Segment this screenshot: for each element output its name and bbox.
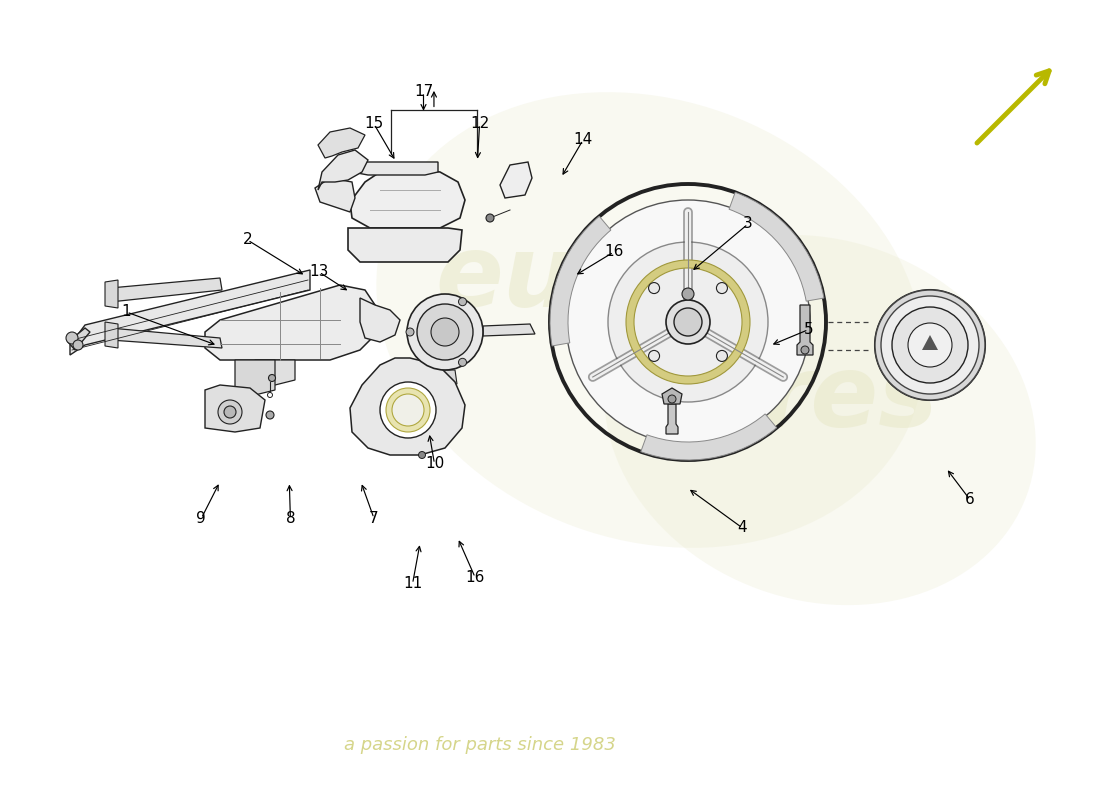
Circle shape	[668, 395, 676, 403]
Text: 9: 9	[197, 511, 206, 526]
Text: 1: 1	[122, 305, 131, 319]
Polygon shape	[662, 388, 682, 404]
Circle shape	[874, 290, 984, 400]
Text: 8: 8	[286, 511, 295, 526]
Wedge shape	[626, 260, 750, 384]
Polygon shape	[360, 298, 400, 342]
Polygon shape	[798, 305, 813, 355]
Polygon shape	[433, 370, 456, 384]
Circle shape	[666, 300, 710, 344]
Polygon shape	[350, 358, 465, 455]
Polygon shape	[205, 385, 265, 432]
Circle shape	[674, 308, 702, 336]
Circle shape	[268, 374, 275, 382]
Text: 17: 17	[414, 85, 433, 99]
Circle shape	[682, 288, 694, 300]
Circle shape	[459, 358, 466, 366]
Polygon shape	[110, 278, 222, 302]
Circle shape	[66, 332, 78, 344]
Circle shape	[266, 411, 274, 419]
Circle shape	[218, 400, 242, 424]
Circle shape	[267, 393, 273, 398]
Polygon shape	[318, 128, 365, 158]
Text: 12: 12	[470, 117, 490, 131]
Polygon shape	[500, 162, 532, 198]
Circle shape	[716, 350, 727, 362]
Text: 11: 11	[403, 577, 422, 591]
Circle shape	[459, 298, 466, 306]
Text: 4: 4	[738, 521, 747, 535]
Circle shape	[892, 307, 968, 383]
Polygon shape	[483, 324, 535, 336]
Text: a passion for parts since 1983: a passion for parts since 1983	[344, 736, 616, 754]
Polygon shape	[68, 328, 90, 350]
Wedge shape	[641, 414, 777, 460]
Wedge shape	[729, 192, 824, 301]
Wedge shape	[386, 388, 430, 432]
Circle shape	[224, 406, 236, 418]
Circle shape	[418, 451, 426, 458]
Circle shape	[73, 340, 82, 350]
Text: 14: 14	[573, 133, 593, 147]
Circle shape	[390, 392, 426, 428]
Polygon shape	[235, 360, 275, 395]
Polygon shape	[255, 360, 295, 385]
Polygon shape	[110, 328, 222, 348]
Polygon shape	[922, 335, 938, 350]
Circle shape	[566, 200, 810, 444]
Text: 16: 16	[465, 570, 485, 585]
Text: res: res	[761, 351, 938, 449]
Polygon shape	[205, 285, 375, 360]
Text: 6: 6	[966, 493, 975, 507]
Polygon shape	[104, 322, 118, 348]
Polygon shape	[315, 178, 355, 212]
Circle shape	[649, 282, 660, 294]
Circle shape	[649, 350, 660, 362]
Text: 3: 3	[744, 217, 752, 231]
Circle shape	[486, 214, 494, 222]
Polygon shape	[70, 270, 310, 355]
Ellipse shape	[376, 92, 924, 548]
Polygon shape	[104, 280, 118, 308]
Circle shape	[406, 328, 414, 336]
Polygon shape	[348, 228, 462, 262]
Text: 7: 7	[370, 511, 378, 526]
Circle shape	[431, 318, 459, 346]
Text: 16: 16	[604, 245, 624, 259]
Text: 5: 5	[804, 322, 813, 337]
Circle shape	[908, 323, 952, 367]
Text: 15: 15	[364, 117, 384, 131]
Circle shape	[407, 294, 483, 370]
Circle shape	[608, 242, 768, 402]
Text: 13: 13	[309, 265, 329, 279]
Polygon shape	[666, 404, 678, 434]
Text: 2: 2	[243, 233, 252, 247]
Circle shape	[716, 282, 727, 294]
Polygon shape	[318, 150, 368, 190]
Circle shape	[801, 346, 808, 354]
Ellipse shape	[604, 235, 1036, 605]
Wedge shape	[874, 290, 984, 400]
Wedge shape	[550, 216, 610, 346]
Circle shape	[417, 304, 473, 360]
Text: europ: europ	[436, 231, 764, 329]
Text: 10: 10	[425, 457, 444, 471]
Circle shape	[379, 382, 436, 438]
Polygon shape	[350, 168, 465, 228]
Polygon shape	[352, 162, 438, 175]
